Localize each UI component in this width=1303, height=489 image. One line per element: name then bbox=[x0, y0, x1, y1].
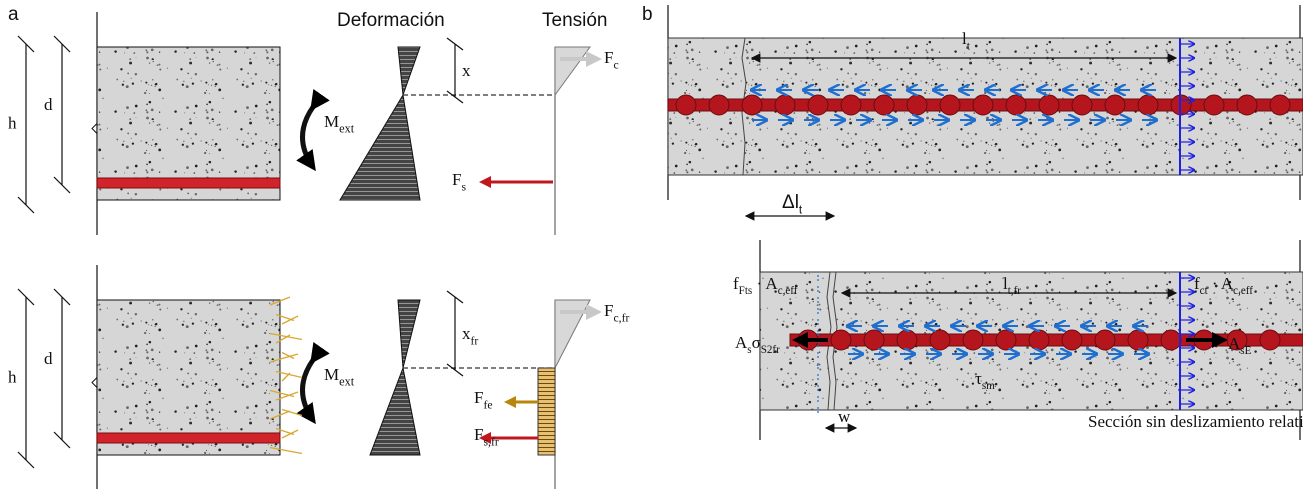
steel-end-label-main: A bbox=[1228, 334, 1241, 353]
rebar-rib bbox=[709, 95, 729, 115]
rebar-rib bbox=[1204, 95, 1224, 115]
moment-label-main: M bbox=[324, 365, 339, 384]
steel-label-sub: s,fr bbox=[483, 435, 498, 448]
rebar-rib bbox=[1006, 95, 1026, 115]
concrete-force-label-sub: ct bbox=[1200, 285, 1208, 297]
rebar bbox=[97, 178, 280, 188]
depth-label: xfr bbox=[462, 324, 478, 347]
rebar-rib bbox=[1260, 330, 1280, 350]
rebar-rib bbox=[1095, 330, 1115, 350]
compression-label: Fc bbox=[604, 48, 619, 71]
notch bbox=[92, 378, 97, 388]
w-label-main: w bbox=[838, 407, 851, 426]
fiber-force-label-main: · A bbox=[752, 274, 778, 293]
h-label: h bbox=[8, 368, 17, 387]
moment-label-main: M bbox=[324, 112, 339, 131]
delta-label-sub: t bbox=[799, 203, 803, 216]
rebar-rib bbox=[775, 95, 795, 115]
steel-end-label-sub: sE bbox=[1240, 345, 1251, 357]
rebar-rib bbox=[897, 330, 917, 350]
moment-label: Mext bbox=[324, 365, 355, 389]
fiber-force-label-sub: Fts bbox=[739, 285, 753, 297]
rebar-rib bbox=[930, 330, 950, 350]
rebar-rib bbox=[874, 95, 894, 115]
strain-title: Deformación bbox=[337, 10, 445, 31]
moment-arc bbox=[303, 360, 314, 420]
depth-label-main: x bbox=[462, 61, 471, 80]
w-label: w bbox=[838, 407, 851, 426]
rebar-rib bbox=[864, 330, 884, 350]
d-label: d bbox=[44, 95, 53, 114]
rebar-rib bbox=[676, 95, 696, 115]
strain-tens bbox=[370, 368, 420, 455]
rebar-rib bbox=[1029, 330, 1049, 350]
rebar-rib bbox=[1105, 95, 1125, 115]
steel-label: Fs,fr bbox=[474, 425, 499, 448]
rebar-rib bbox=[907, 95, 927, 115]
steel-label-main: F bbox=[452, 170, 461, 189]
steel-crack-label-main: σ bbox=[752, 333, 761, 352]
strain-comp bbox=[398, 300, 420, 368]
rebar-rib bbox=[1138, 95, 1158, 115]
fibers-label-sub: fe bbox=[483, 398, 492, 411]
concrete-force-label-main: · A bbox=[1208, 274, 1234, 293]
fiber-stress bbox=[538, 368, 555, 455]
panel-label: a bbox=[8, 4, 19, 25]
rebar-rib bbox=[1270, 95, 1290, 115]
compression-label-main: F bbox=[604, 48, 613, 67]
ltfr-label-sub: t,fr bbox=[1008, 285, 1022, 297]
rebar-rib bbox=[1237, 95, 1257, 115]
rebar-rib bbox=[808, 95, 828, 115]
moment-label-sub: ext bbox=[339, 122, 355, 136]
rebar-rib bbox=[963, 330, 983, 350]
rebar-rib bbox=[1062, 330, 1082, 350]
delta-label: Δlt bbox=[782, 192, 803, 216]
bond-label-sub: sm bbox=[982, 380, 995, 392]
steel-label-main: F bbox=[474, 425, 483, 444]
rebar-rib bbox=[841, 95, 861, 115]
notch bbox=[92, 124, 97, 134]
note: Sección sin deslizamiento relativo bbox=[1088, 412, 1303, 431]
beam bbox=[97, 300, 280, 455]
fibers-label: Ffe bbox=[474, 388, 493, 411]
fibers-label-main: F bbox=[474, 388, 483, 407]
strain-comp bbox=[398, 47, 420, 95]
rebar-rib bbox=[831, 330, 851, 350]
moment-label: Mext bbox=[324, 112, 355, 136]
steel-label: Fs bbox=[452, 170, 466, 193]
steel-crack-label-sub: S2fr bbox=[761, 344, 780, 356]
rebar-rib bbox=[973, 95, 993, 115]
stress-comp bbox=[555, 47, 590, 95]
delta-label-main: Δl bbox=[782, 192, 799, 213]
concrete-force-label-sub: c,eff bbox=[1233, 285, 1253, 297]
moment-label-sub: ext bbox=[339, 375, 355, 389]
compression-label-main: F bbox=[604, 301, 613, 320]
rebar-rib bbox=[940, 95, 960, 115]
depth-label-sub: fr bbox=[471, 334, 479, 347]
rebar-rib bbox=[996, 330, 1016, 350]
strain-tens bbox=[340, 95, 420, 200]
rebar-rib bbox=[1039, 95, 1059, 115]
h-label: h bbox=[8, 114, 17, 133]
panel-label: b bbox=[642, 4, 653, 25]
rebar bbox=[97, 433, 280, 443]
beam bbox=[97, 47, 280, 200]
fiber-force-label-sub: c,eff bbox=[778, 285, 798, 297]
depth-label: x bbox=[462, 61, 471, 80]
moment-arc bbox=[303, 107, 314, 167]
rebar-rib bbox=[1128, 330, 1148, 350]
rebar-rib bbox=[1072, 95, 1092, 115]
figure: a Deformación Tensión h d Mext x Fc h d Mext xfr Fc,… bbox=[0, 0, 1303, 489]
rebar-rib bbox=[742, 95, 762, 115]
steel-label-sub: s bbox=[461, 180, 466, 193]
compression-label-sub: c,fr bbox=[613, 311, 629, 324]
rebar-rib bbox=[1161, 330, 1181, 350]
stress-title: Tensión bbox=[542, 10, 608, 31]
steel-crack-label-main: A bbox=[735, 333, 748, 352]
compression-label-sub: c bbox=[613, 58, 618, 71]
compression-label: Fc,fr bbox=[604, 301, 629, 324]
d-label: d bbox=[44, 349, 53, 368]
